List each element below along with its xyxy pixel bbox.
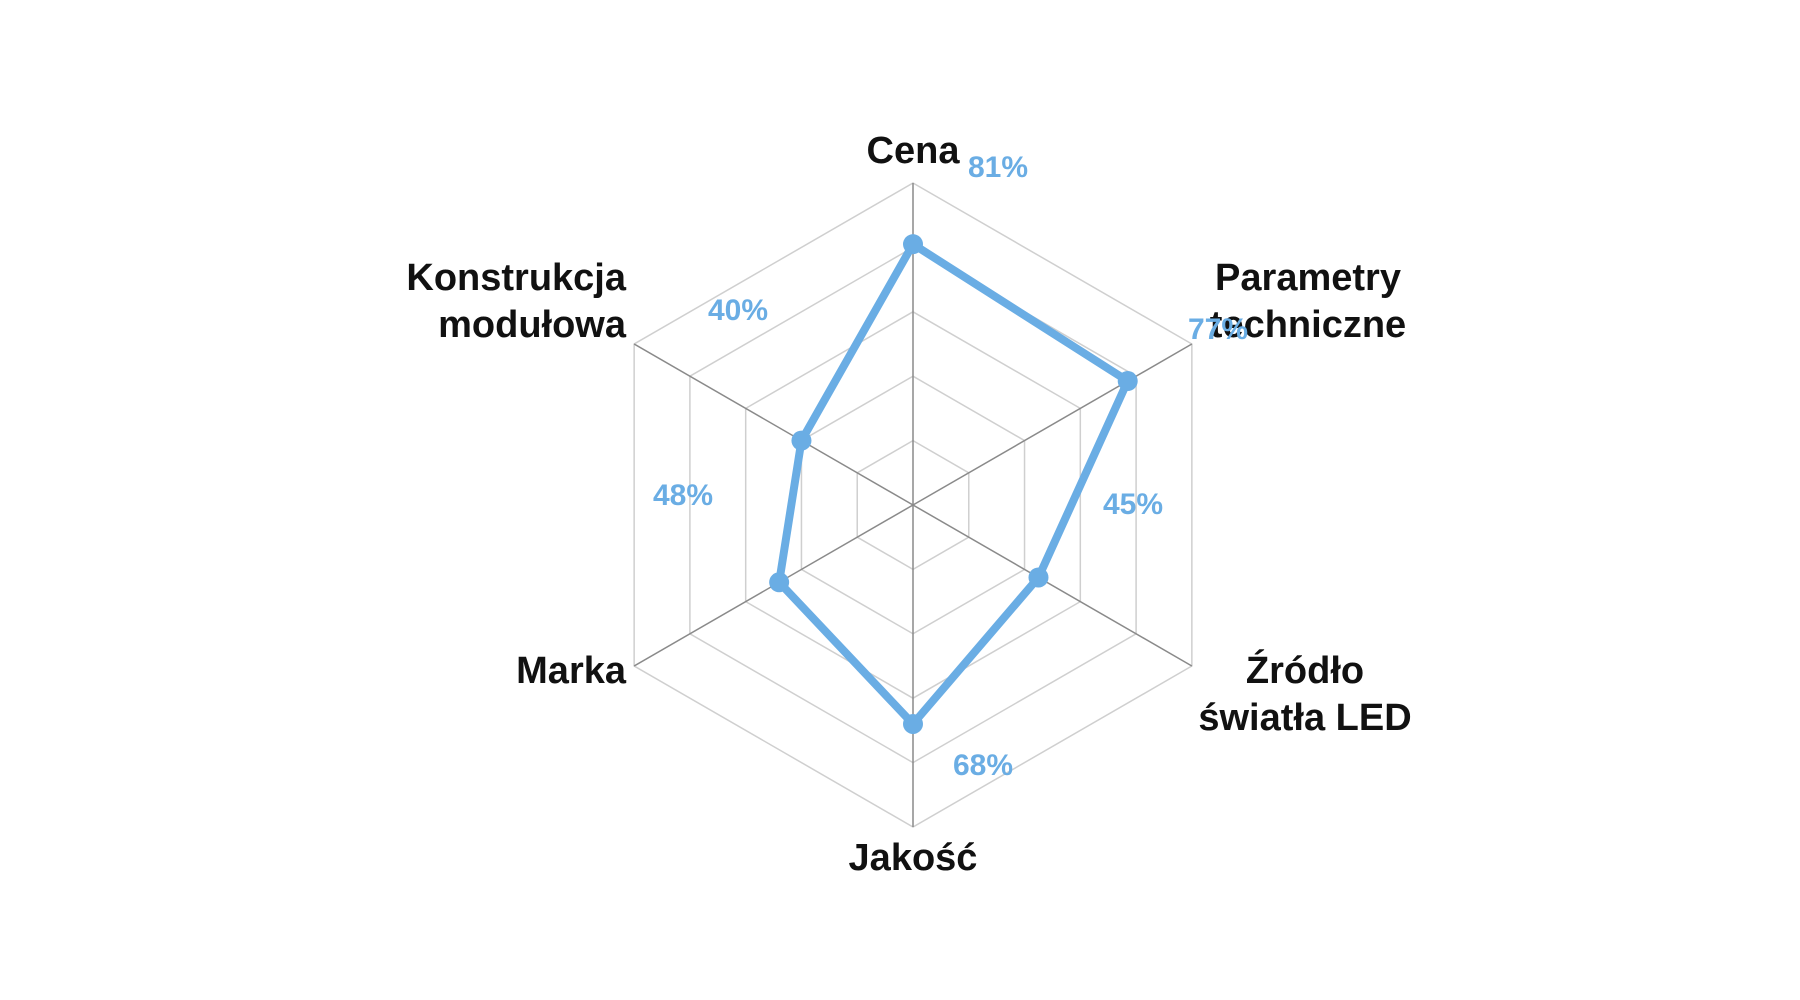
series-line bbox=[775, 240, 1132, 728]
category-label-line: techniczne bbox=[1210, 304, 1406, 346]
category-label-line: światła LED bbox=[1198, 697, 1411, 739]
axis-spoke bbox=[912, 343, 1193, 506]
category-label-line: Parametry bbox=[1215, 257, 1401, 299]
radar-axes bbox=[633, 183, 1193, 827]
value-label: 68% bbox=[953, 749, 1013, 782]
category-label-line: Cena bbox=[867, 130, 961, 172]
category-label-line: Konstrukcja bbox=[406, 257, 626, 299]
category-label: Parametry techniczne bbox=[1210, 257, 1406, 346]
data-point bbox=[1117, 371, 1138, 392]
value-label: 45% bbox=[1103, 488, 1163, 521]
category-label: Źródło światła LED bbox=[1198, 648, 1411, 739]
axis-spoke bbox=[912, 504, 1193, 667]
category-label-line: Jakość bbox=[849, 837, 978, 879]
category-label-line: Marka bbox=[516, 650, 627, 692]
value-label: 40% bbox=[708, 294, 768, 327]
category-label: Marka bbox=[516, 650, 627, 692]
value-label: 81% bbox=[968, 151, 1028, 184]
category-label: Konstrukcja modułowa bbox=[406, 257, 626, 346]
data-point bbox=[791, 430, 812, 451]
value-label: 48% bbox=[653, 479, 713, 512]
category-label: Cena bbox=[867, 130, 961, 172]
data-point bbox=[769, 572, 790, 593]
category-label-line: Źródło bbox=[1246, 648, 1364, 692]
radar-series bbox=[769, 234, 1138, 734]
data-point bbox=[903, 713, 923, 734]
category-label: Jakość bbox=[849, 837, 978, 879]
data-point bbox=[1028, 567, 1049, 588]
axis-spoke bbox=[633, 343, 914, 506]
category-label-line: modułowa bbox=[438, 304, 627, 346]
value-label: 77% bbox=[1188, 313, 1248, 346]
data-point bbox=[903, 234, 923, 255]
radar-labels: Cena Parametry techniczne Źródło światła LED… bbox=[406, 130, 1411, 879]
